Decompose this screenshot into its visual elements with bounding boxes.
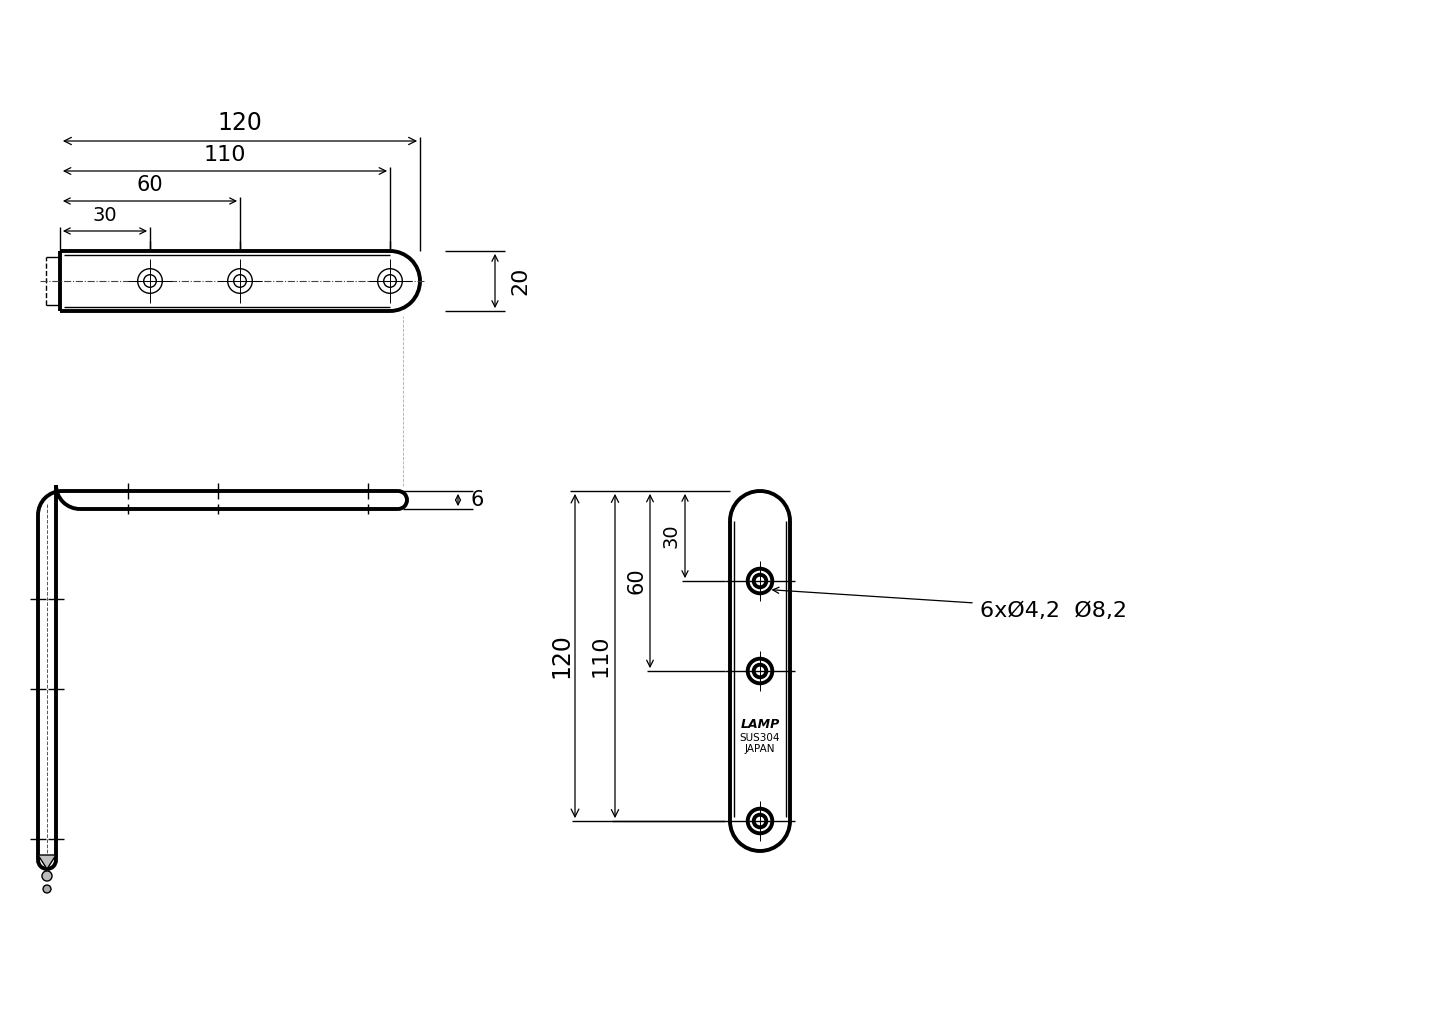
Text: 60: 60 <box>626 568 646 594</box>
Text: 20: 20 <box>510 266 530 295</box>
Text: 110: 110 <box>591 635 611 677</box>
Polygon shape <box>38 855 56 869</box>
Text: LAMP: LAMP <box>740 719 780 731</box>
Text: 6: 6 <box>470 490 484 510</box>
Text: 120: 120 <box>218 111 263 135</box>
Text: JAPAN: JAPAN <box>744 744 776 753</box>
Text: 6xØ4,2  Ø8,2: 6xØ4,2 Ø8,2 <box>980 601 1127 621</box>
Text: 30: 30 <box>662 524 681 548</box>
Text: 60: 60 <box>137 175 163 195</box>
Circle shape <box>43 885 51 893</box>
Text: 120: 120 <box>549 634 574 678</box>
Text: 110: 110 <box>204 145 246 165</box>
Circle shape <box>42 871 52 881</box>
Text: SUS304: SUS304 <box>740 733 780 743</box>
Text: 30: 30 <box>92 206 117 225</box>
